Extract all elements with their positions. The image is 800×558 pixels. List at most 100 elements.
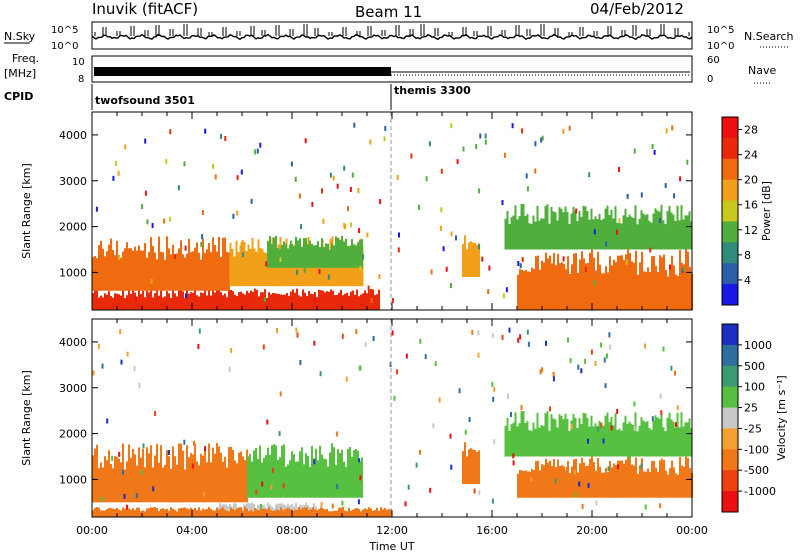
data-cell	[665, 470, 667, 498]
data-point	[493, 386, 496, 392]
data-cell	[128, 248, 130, 291]
colorbar-segment	[722, 365, 738, 388]
data-cell	[228, 252, 230, 291]
data-cell	[301, 246, 303, 268]
data-cell	[196, 295, 198, 310]
y-tick-label: 4000	[59, 129, 87, 142]
data-point	[173, 254, 176, 260]
data-point	[358, 458, 361, 464]
data-cell	[592, 426, 595, 457]
data-point	[628, 455, 631, 461]
data-cell	[524, 422, 527, 457]
data-cell	[476, 244, 478, 277]
data-cell	[349, 447, 351, 498]
data-cell	[309, 240, 311, 268]
data-cell	[295, 236, 297, 268]
data-cell	[210, 295, 212, 310]
data-cell	[132, 448, 134, 503]
data-cell	[281, 257, 284, 287]
data-cell	[334, 510, 336, 517]
data-cell	[346, 292, 348, 310]
data-point	[507, 393, 509, 399]
data-point	[152, 486, 155, 492]
data-cell	[166, 450, 168, 503]
data-cell	[323, 247, 325, 268]
data-cell	[110, 508, 112, 517]
data-cell	[357, 242, 359, 268]
data-cell	[344, 510, 346, 517]
data-point	[201, 234, 204, 240]
data-cell	[323, 458, 325, 498]
data-cell	[368, 507, 370, 517]
data-cell	[662, 427, 665, 457]
data-cell	[158, 236, 160, 291]
y-tick-label: 4000	[59, 336, 87, 349]
data-point	[106, 418, 109, 424]
data-cell	[311, 446, 313, 498]
nsky-tick-low: 10^0	[51, 41, 78, 52]
data-cell	[568, 431, 571, 457]
data-cell	[188, 509, 190, 517]
data-cell	[294, 509, 296, 517]
data-point	[587, 438, 589, 444]
data-point	[640, 463, 643, 469]
data-point	[114, 161, 117, 166]
data-cell	[192, 292, 194, 310]
data-cell	[662, 220, 665, 250]
x-tick-label: 04:00	[176, 524, 208, 537]
data-cell	[234, 510, 236, 517]
data-cell	[476, 451, 478, 484]
data-cell	[357, 450, 359, 498]
data-point	[263, 297, 266, 303]
data-cell	[653, 460, 655, 498]
data-cell	[124, 469, 126, 503]
velocity-colorbar: 1000 500 100 25 -25 -100 -500 -1000	[721, 323, 776, 513]
data-cell	[178, 248, 180, 291]
data-cell	[224, 456, 226, 503]
data-cell	[132, 250, 134, 291]
data-cell	[655, 266, 657, 310]
data-cell	[630, 216, 633, 250]
data-point	[618, 166, 620, 172]
velocity-data	[92, 327, 693, 517]
data-point	[303, 268, 306, 273]
nave-tick-high: 60	[707, 55, 720, 66]
data-point	[633, 425, 636, 431]
data-cell	[150, 237, 152, 291]
data-cell	[136, 296, 138, 310]
data-cell	[198, 252, 200, 291]
data-point	[126, 504, 129, 510]
data-cell	[294, 292, 296, 310]
data-cell	[308, 510, 310, 517]
data-cell	[669, 266, 671, 310]
data-point	[568, 239, 571, 245]
data-point	[255, 489, 258, 495]
data-point	[260, 503, 263, 509]
data-cell	[136, 507, 138, 517]
data-cell	[110, 296, 112, 310]
data-cell	[327, 466, 329, 498]
data-cell	[287, 464, 289, 498]
data-point	[335, 431, 338, 437]
data-cell	[236, 295, 238, 310]
data-cell	[620, 430, 623, 457]
data-cell	[275, 235, 277, 268]
data-cell	[249, 453, 251, 498]
data-cell	[468, 242, 470, 277]
data-cell	[591, 249, 593, 310]
data-point	[502, 293, 505, 299]
data-point	[353, 122, 356, 128]
data-cell	[566, 418, 569, 457]
data-point	[653, 149, 656, 155]
data-cell	[289, 245, 291, 268]
data-cell	[96, 258, 98, 291]
data-point	[294, 176, 297, 182]
data-cell	[604, 208, 607, 250]
data-cell	[544, 413, 547, 457]
data-cell	[555, 265, 557, 310]
data-cell	[510, 217, 513, 250]
data-cell	[98, 297, 100, 310]
data-point	[438, 397, 441, 403]
data-cell	[679, 250, 681, 310]
